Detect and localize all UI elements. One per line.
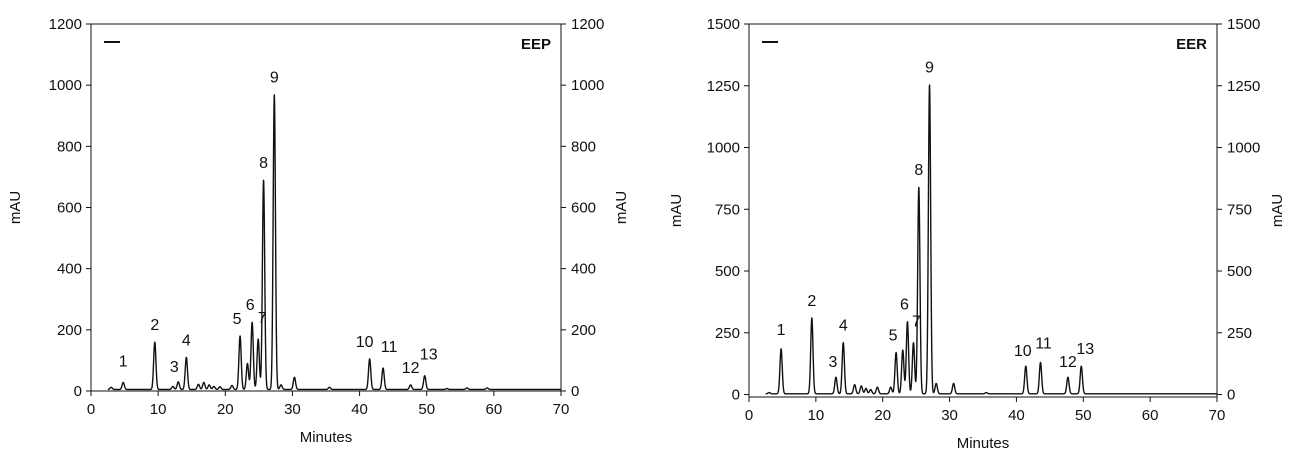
x-tick-label: 20	[874, 407, 891, 424]
x-tick-label: 60	[1142, 407, 1159, 424]
x-tick-label: 60	[486, 401, 503, 418]
y-tick-label-right: 1200	[571, 16, 604, 33]
y-tick-label-left: 600	[57, 200, 82, 217]
x-tick-label: 40	[351, 401, 368, 418]
peak-label-9: 9	[925, 60, 934, 77]
y-tick-label-right: 1000	[1227, 140, 1260, 157]
peak-label-6: 6	[246, 297, 255, 314]
chromatogram-trace	[107, 94, 562, 391]
y-axis-title-right: mAU	[613, 191, 630, 224]
peak-label-8: 8	[259, 155, 268, 172]
peak-label-3: 3	[828, 354, 837, 371]
y-tick-label-right: 250	[1227, 325, 1252, 342]
x-axis-title: Minutes	[300, 429, 353, 446]
peak-label-10: 10	[356, 334, 374, 351]
y-tick-label-right: 400	[571, 261, 596, 278]
peak-label-1: 1	[777, 322, 786, 339]
peak-label-13: 13	[420, 347, 438, 364]
y-tick-label-left: 0	[74, 383, 82, 400]
y-tick-label-right: 600	[571, 200, 596, 217]
x-tick-label: 0	[87, 401, 95, 418]
y-tick-label-right: 1000	[571, 77, 604, 94]
sample-tag: EER	[1176, 36, 1207, 53]
y-tick-label-left: 800	[57, 138, 82, 155]
y-tick-label-left: 1200	[49, 16, 82, 33]
peak-label-12: 12	[1059, 354, 1077, 371]
peak-label-3: 3	[170, 359, 179, 376]
x-tick-label: 70	[1209, 407, 1226, 424]
peak-label-9: 9	[270, 69, 279, 86]
peak-label-12: 12	[402, 360, 420, 377]
peak-label-11: 11	[1035, 335, 1052, 352]
peak-label-6: 6	[900, 297, 909, 314]
y-tick-label-left: 0	[732, 387, 740, 404]
x-tick-label: 20	[217, 401, 234, 418]
y-tick-label-right: 1250	[1227, 78, 1260, 95]
y-tick-label-left: 1500	[707, 16, 740, 33]
y-tick-label-left: 1250	[707, 78, 740, 95]
plot-frame	[748, 23, 1218, 398]
y-tick-label-right: 1500	[1227, 16, 1260, 33]
y-tick-label-left: 500	[715, 263, 740, 280]
peak-label-5: 5	[233, 311, 242, 328]
chromatogram-trace	[765, 84, 1218, 395]
peak-label-7: 7	[258, 310, 267, 327]
peak-label-11: 11	[381, 339, 398, 356]
x-tick-label: 50	[418, 401, 435, 418]
y-axis-title-right: mAU	[1269, 194, 1286, 227]
peak-label-4: 4	[182, 332, 191, 349]
y-tick-label-left: 200	[57, 322, 82, 339]
x-tick-label: 30	[284, 401, 301, 418]
plot-frame	[90, 23, 562, 392]
y-tick-label-left: 250	[715, 325, 740, 342]
peak-label-4: 4	[839, 318, 848, 335]
x-axis-title: Minutes	[957, 435, 1010, 452]
x-tick-label: 40	[1008, 407, 1025, 424]
peak-label-5: 5	[889, 328, 898, 345]
y-axis-title-left: mAU	[668, 194, 685, 227]
peak-label-2: 2	[807, 293, 816, 310]
x-tick-label: 30	[941, 407, 958, 424]
peak-label-13: 13	[1076, 341, 1094, 358]
y-tick-label-left: 1000	[707, 140, 740, 157]
y-tick-label-right: 800	[571, 138, 596, 155]
x-tick-label: 0	[745, 407, 753, 424]
y-axis-title-left: mAU	[7, 191, 24, 224]
chromatogram-panel-eep: 0 0 200 200 400 400 600 600 800 800 1000 1000 1200 12…	[7, 16, 630, 446]
y-tick-label-right: 0	[571, 383, 579, 400]
peak-label-10: 10	[1014, 343, 1032, 360]
peak-label-7: 7	[912, 314, 921, 331]
peak-label-1: 1	[119, 353, 128, 370]
x-tick-label: 70	[553, 401, 570, 418]
y-tick-label-left: 400	[57, 261, 82, 278]
x-tick-label: 10	[150, 401, 167, 418]
x-tick-label: 50	[1075, 407, 1092, 424]
sample-tag: EEP	[521, 36, 551, 53]
peak-label-8: 8	[914, 162, 923, 179]
y-tick-label-left: 1000	[49, 77, 82, 94]
y-tick-label-right: 750	[1227, 201, 1252, 218]
x-tick-label: 10	[808, 407, 825, 424]
y-tick-label-right: 500	[1227, 263, 1252, 280]
y-tick-label-right: 200	[571, 322, 596, 339]
y-tick-label-left: 750	[715, 201, 740, 218]
peak-label-2: 2	[150, 317, 159, 334]
chromatogram-panel-eer: 0 0 250 250 500 500 750 750 1000 1000 1250 1250 1500…	[645, 0, 1290, 455]
y-tick-label-right: 0	[1227, 387, 1235, 404]
